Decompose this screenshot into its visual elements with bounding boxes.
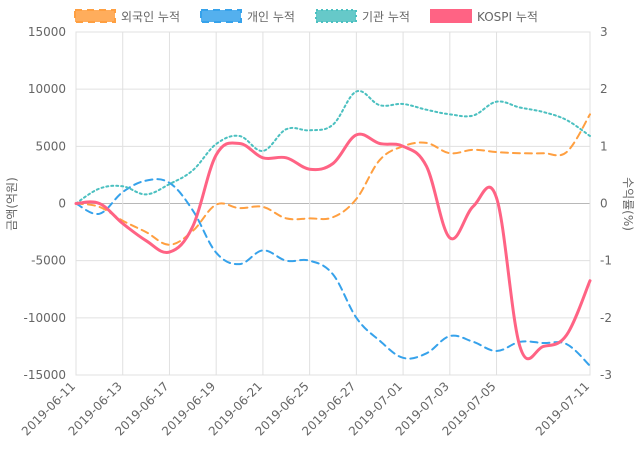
legend-item[interactable]: KOSPI 누적 [430,9,538,24]
y-left-tick-label: -5000 [31,254,66,268]
legend-item[interactable]: 기관 누적 [315,9,410,24]
y-right-tick-label: 2 [600,82,608,96]
legend-label: 개인 누적 [247,10,295,24]
series-line-3 [74,132,592,361]
legend-label: KOSPI 누적 [477,10,538,24]
y-right-axis-label: 수익률(%) [621,177,635,231]
y-right-tick-label: 1 [600,139,608,153]
legend-label: 기관 누적 [362,10,410,24]
series-line-1 [75,178,591,367]
y-left-tick-label: -15000 [23,368,66,382]
y-right-tick-label: 0 [600,197,608,211]
grid-layer [75,31,591,376]
legend-item[interactable]: 개인 누적 [200,9,295,24]
y-right-tick-label: -1 [600,254,612,268]
y-left-tick-label: 5000 [35,139,66,153]
y-right-tick-label: -2 [600,311,612,325]
y-right-tick-label: 3 [600,25,608,39]
legend-swatch [200,9,242,23]
y-left-tick-label: 10000 [28,82,66,96]
legend-item[interactable]: 외국인 누적 [74,9,180,24]
legend-label: 외국인 누적 [121,10,180,24]
series-layer [74,90,592,367]
y-left-tick-label: 15000 [28,25,66,39]
y-right-tick-label: -3 [600,368,612,382]
series-line-0 [75,113,591,246]
x-tick-label: 2019-07-11 [533,379,592,438]
series-line-2 [75,90,591,205]
legend: 외국인 누적 개인 누적 기관 누적 KOSPI 누적 [74,9,538,24]
legend-swatch [74,9,116,23]
y-left-tick-label: 0 [58,197,66,211]
legend-swatch [315,9,357,23]
y-left-axis-label: 금액(억원) [5,177,19,231]
axis-layer: 15000 10000 5000 0 -5000 -10000 -15000 3 2 1 0 -1 -2… [19,25,612,438]
legend-swatch [430,9,472,23]
y-left-tick-label: -10000 [23,311,66,325]
